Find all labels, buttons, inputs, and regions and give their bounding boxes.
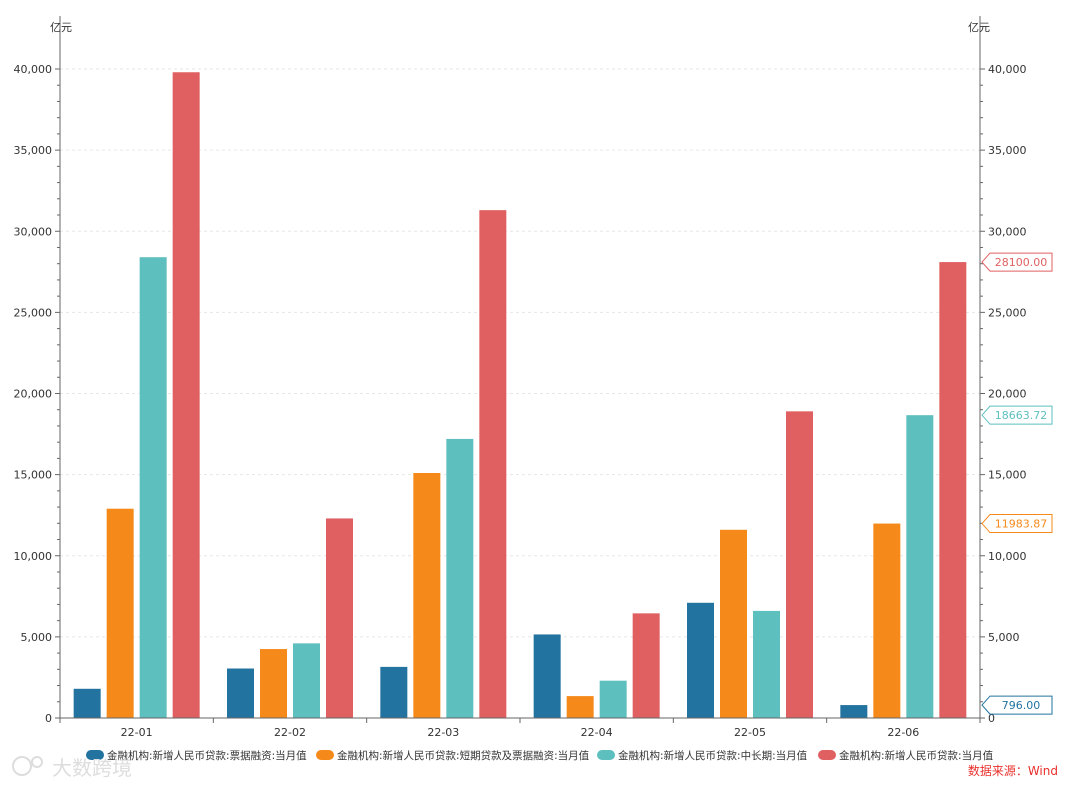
x-tick-label: 22-04 (581, 726, 613, 739)
left-tick-label: 25,000 (14, 306, 53, 319)
bar (533, 634, 561, 718)
left-tick-label: 30,000 (14, 225, 53, 238)
value-tag-box (981, 514, 1053, 534)
bar (172, 72, 200, 719)
bar (479, 210, 507, 718)
watermark-logo-icon-dot (31, 756, 43, 768)
right-axis-unit: 亿元 (968, 21, 990, 34)
watermark-logo-icon (12, 756, 32, 776)
bar (906, 415, 934, 718)
legend: 金融机构:新增人民币贷款:票据融资:当月值 金融机构:新增人民币贷款:短期贷款及票… (86, 749, 994, 762)
x-tick-label: 22-05 (734, 726, 766, 739)
right-tick-label: 40,000 (988, 63, 1027, 76)
legend-swatch (597, 750, 615, 760)
bar (873, 523, 901, 718)
left-tick-label: 20,000 (14, 388, 53, 401)
bar (632, 613, 660, 718)
left-tick-label: 5,000 (21, 631, 53, 644)
right-tick-label: 10,000 (988, 550, 1027, 563)
bar (227, 668, 254, 718)
legend-swatch (818, 750, 836, 760)
bar (566, 696, 594, 718)
value-tag-label: 18663.72 (995, 409, 1048, 422)
bar (326, 518, 353, 718)
right-tick-label: 20,000 (988, 388, 1027, 401)
x-tick-label: 22-03 (427, 726, 459, 739)
bars (73, 72, 967, 719)
last-value-tags: 28100.00 18663.72 11983.87 796.00 (981, 252, 1053, 715)
bar (720, 529, 747, 718)
bar (753, 610, 780, 718)
bar (293, 643, 320, 718)
legend-label: 金融机构:新增人民币贷款:票据融资:当月值 (107, 749, 307, 762)
left-tick-label: 35,000 (14, 144, 53, 157)
value-tag-box (981, 695, 1053, 715)
bar (139, 257, 167, 718)
right-tick-label: 5,000 (988, 631, 1020, 644)
value-tag-box (981, 252, 1053, 272)
watermark-text: 大数跨境 (52, 756, 132, 780)
right-tick-label: 25,000 (988, 306, 1027, 319)
x-tick-label: 22-01 (121, 726, 153, 739)
left-tick-label: 10,000 (14, 550, 53, 563)
legend-swatch (316, 750, 334, 760)
right-tick-label: 35,000 (988, 144, 1027, 157)
right-tick-label: 0 (988, 712, 995, 725)
legend-label: 金融机构:新增人民币贷款:中长期:当月值 (618, 749, 808, 762)
left-tick-label: 15,000 (14, 469, 53, 482)
bar (413, 473, 441, 718)
legend-label: 金融机构:新增人民币贷款:当月值 (839, 749, 994, 762)
value-tag-label: 796.00 (1002, 699, 1041, 712)
bar (380, 666, 408, 718)
bar (260, 649, 287, 718)
left-tick-label: 0 (45, 712, 52, 725)
legend-label: 金融机构:新增人民币贷款:短期贷款及票据融资:当月值 (337, 749, 590, 762)
x-tick-label: 22-06 (887, 726, 919, 739)
value-tag-label: 28100.00 (995, 256, 1048, 269)
watermark: 大数跨境 (12, 756, 132, 780)
bar (599, 680, 627, 718)
x-tick-label: 22-02 (274, 726, 306, 739)
axes: 0 0 5,000 5,000 10,000 10,000 15,000 15,000 20,0… (14, 16, 1027, 739)
legend-swatch (86, 750, 104, 760)
data-source: 数据来源：Wind (968, 763, 1058, 778)
bar (939, 262, 967, 718)
bar (446, 438, 474, 718)
left-tick-label: 40,000 (14, 63, 53, 76)
bar (106, 508, 134, 718)
left-axis-unit: 亿元 (50, 21, 72, 34)
bar (73, 688, 101, 718)
bar (840, 705, 868, 718)
value-tag-box (981, 405, 1053, 425)
right-tick-label: 15,000 (988, 469, 1027, 482)
bar (786, 411, 813, 718)
bar (687, 602, 714, 718)
right-tick-label: 30,000 (988, 225, 1027, 238)
value-tag-label: 11983.87 (995, 518, 1048, 531)
